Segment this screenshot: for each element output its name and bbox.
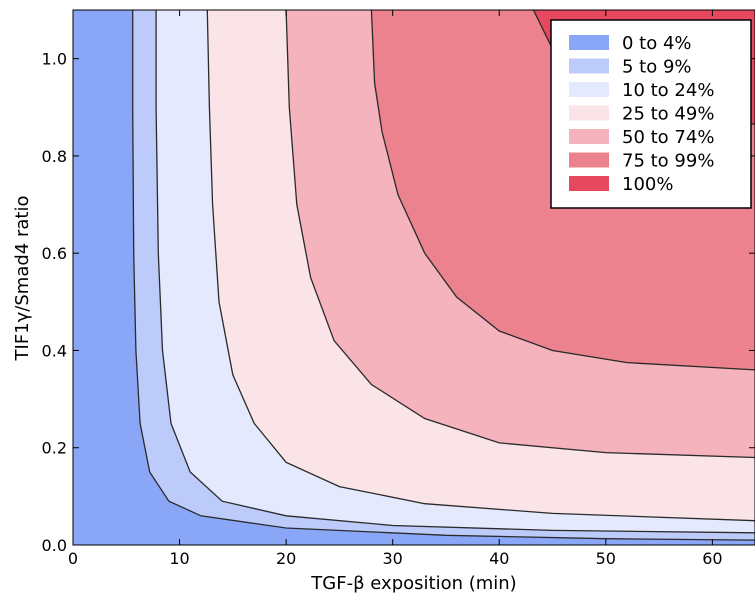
contour-line-4 xyxy=(285,10,755,459)
legend-swatch xyxy=(569,129,609,144)
contour-region-3 xyxy=(156,10,755,533)
y-tick-label: 0.4 xyxy=(42,341,67,360)
contour-line-2 xyxy=(155,10,755,534)
x-tick-label: 60 xyxy=(702,549,722,568)
legend-swatch xyxy=(569,35,609,50)
legend-label: 50 to 74% xyxy=(622,127,714,148)
y-tick-label: 0.2 xyxy=(42,439,67,458)
y-tick-label: 0.8 xyxy=(42,147,67,166)
x-tick-label: 0 xyxy=(68,549,78,568)
legend-label: 10 to 24% xyxy=(622,80,714,101)
legend: 0 to 4% 5 to 9%10 to 24% 25 to 49%50 to 74… xyxy=(550,19,752,209)
x-tick-label: 50 xyxy=(596,549,616,568)
x-tick-label: 40 xyxy=(489,549,509,568)
legend-label: 0 to 4% xyxy=(622,33,692,54)
contour-region-2 xyxy=(132,10,755,541)
contour-region-5 xyxy=(286,10,755,458)
legend-swatch xyxy=(569,152,609,168)
x-axis-ticks: 0 10 20 30 40 50 60 xyxy=(68,10,723,568)
x-tick-label: 10 xyxy=(169,549,189,568)
contour-line-5 xyxy=(370,10,755,371)
plot-frame xyxy=(72,9,755,546)
legend-swatch xyxy=(569,58,609,74)
y-axis-ticks: 0.0 0.2 0.4 0.6 0.8 1.0 xyxy=(42,50,755,555)
legend-label: 5 to 9% xyxy=(622,57,692,78)
y-tick-label: 1.0 xyxy=(42,50,67,69)
legend-label: 25 to 49% xyxy=(622,104,714,125)
legend-swatch xyxy=(569,176,609,191)
contour-line-1 xyxy=(132,10,755,541)
contour-line-3 xyxy=(206,10,755,522)
x-tick-label: 20 xyxy=(276,549,296,568)
x-tick-label: 30 xyxy=(383,549,403,568)
x-axis-label: TGF-β exposition (min) xyxy=(310,573,516,594)
y-tick-label: 0.6 xyxy=(42,244,67,263)
y-tick-label: 0.0 xyxy=(42,536,67,555)
legend-swatch xyxy=(569,105,609,121)
y-axis-label: TIF1γ/Smad4 ratio xyxy=(12,196,33,362)
contour-region-4 xyxy=(207,10,755,521)
legend-label: 75 to 99% xyxy=(622,151,714,172)
contour-region-1 xyxy=(73,10,755,545)
legend-label: 100% xyxy=(622,174,673,195)
legend-swatch xyxy=(569,82,609,97)
legend-items: 0 to 4% 5 to 9%10 to 24% 25 to 49%50 to 74… xyxy=(569,33,714,195)
